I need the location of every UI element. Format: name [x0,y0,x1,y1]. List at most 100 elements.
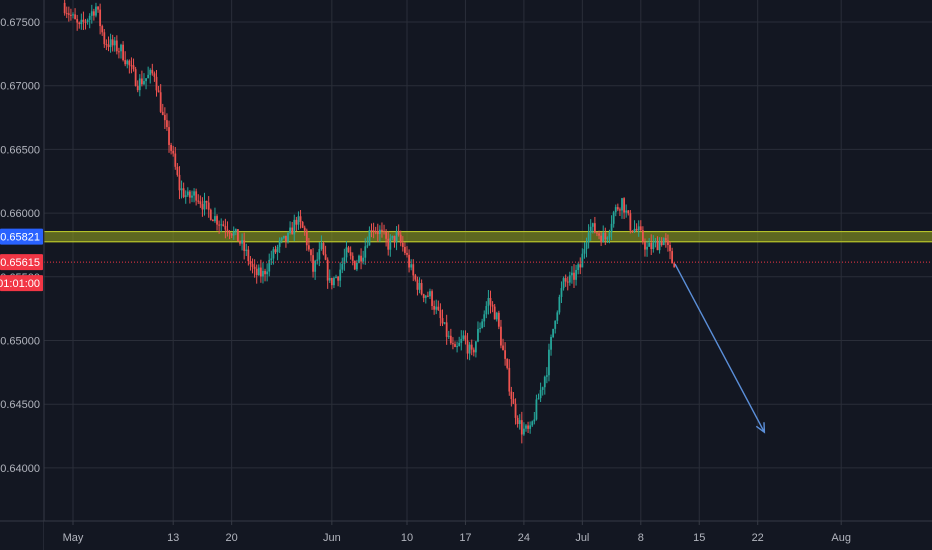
candle-body [481,321,484,328]
candle-body [239,241,241,244]
candle-body [385,231,388,239]
candle-body [583,249,586,254]
candle-body [330,277,333,286]
candle-body [639,226,642,231]
candle-body [420,283,423,295]
candle-body [245,249,248,251]
candle-body [272,249,275,259]
candle-body [606,237,609,240]
candle-body [262,270,264,277]
candle-body [612,212,615,224]
candle-body [274,249,277,253]
candle-body [581,253,584,268]
candle-body [126,60,129,65]
candle-body [619,209,621,211]
candle-body [512,399,515,404]
candle-body [76,19,79,23]
candle-body [101,26,104,33]
candle-body [134,69,137,86]
price-tick-label: 0.64500 [0,399,40,411]
candle-body [487,298,490,307]
candle-body [70,14,72,16]
candle-body [111,39,114,46]
time-tick-label: Jul [575,532,589,544]
candle-body [149,69,152,75]
candle-body [157,90,160,93]
candle-body [151,69,154,74]
candle-body [266,271,269,275]
candle-body [412,264,415,276]
candle-body [63,2,66,14]
candle-body [72,14,74,16]
candle-body [124,60,127,65]
candle-body [533,419,536,422]
candle-body [502,345,504,351]
candle-body [493,306,496,320]
candle-body [658,241,661,251]
candle-body [80,19,83,25]
candle-body [214,216,216,222]
candle-body [637,226,640,231]
candle-body [395,231,398,243]
price-tick-label: 0.64000 [0,463,40,475]
candle-body [132,65,135,70]
candle-body [399,234,402,243]
candle-body [441,318,444,324]
time-axis-panel[interactable] [44,521,932,550]
candle-body [633,228,636,232]
price-tick-label: 0.66000 [0,208,40,220]
candle-body [445,322,448,337]
candle-body [485,306,488,315]
time-tick-label: Aug [831,532,851,544]
candle-body [211,219,214,222]
candle-body [172,150,175,154]
candle-body [560,288,563,297]
candle-body [312,255,314,272]
candle-body [130,65,133,67]
trend-arrow-head [755,422,766,434]
candle-body [506,358,509,368]
candle-body [374,230,377,232]
candle-body [291,227,294,235]
candle-body [426,295,429,297]
candle-body [268,259,271,272]
candle-body [568,275,571,283]
price-tick-label: 0.65000 [0,336,40,348]
price-tick-label: 0.66500 [0,144,40,156]
time-tick-label: 17 [459,532,471,544]
candle-body [408,254,410,268]
candle-body [508,367,511,392]
candle-body [401,242,404,247]
candle-body [335,276,337,278]
price-tick-label: 0.67500 [0,17,40,29]
candle-body [541,387,544,390]
candle-body [470,344,473,350]
candle-body [153,73,156,77]
candle-body [318,249,321,260]
candle-body [163,114,166,121]
candle-body [552,328,555,337]
candle-body [105,44,108,46]
candle-body [326,259,329,281]
candle-body [201,204,204,210]
candle-body [500,326,502,346]
candle-body [182,188,185,197]
candle-body [447,335,450,337]
candle-body [293,219,296,235]
candle-body [109,39,112,48]
candle-body [491,304,494,307]
candle-body [92,11,95,16]
candle-body [209,209,212,220]
candle-body [429,291,431,297]
candle-body [95,6,97,16]
candle-body [370,230,373,232]
candle-body [174,153,177,167]
price-axis: 0.675000.670000.665000.660000.655000.650… [0,17,40,475]
candle-body [247,249,250,262]
candle-body [387,238,390,250]
candle-body [287,233,289,242]
candle-body [504,350,507,359]
candle-body [539,389,542,399]
candle-body [474,341,477,353]
